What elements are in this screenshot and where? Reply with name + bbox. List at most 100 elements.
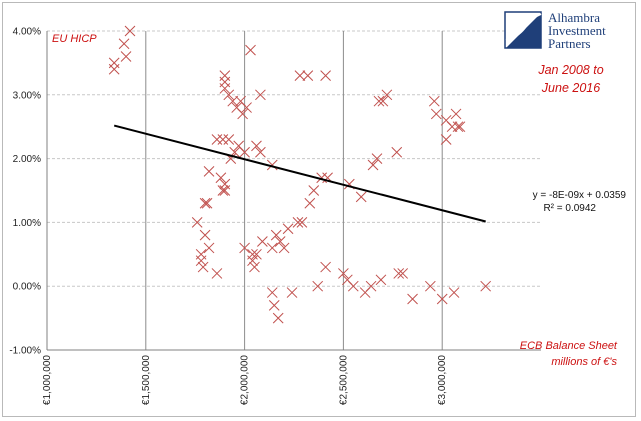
y-tick-labels: -1.00% 0.00% 1.00% 2.00% 3.00% 4.00%	[9, 27, 41, 357]
data-point	[266, 159, 278, 171]
data-point	[308, 185, 320, 196]
logo-line-3: Partners	[548, 36, 591, 51]
data-point	[120, 51, 132, 62]
x-tick-labels: €1,000,000 €1,500,000 €2,000,000 €2,500,000…	[42, 355, 448, 405]
data-point	[191, 217, 203, 228]
data-point	[241, 102, 252, 113]
data-point	[237, 108, 248, 120]
data-point	[266, 287, 278, 298]
data-point	[312, 280, 324, 292]
data-point	[251, 140, 262, 152]
data-point	[454, 121, 466, 133]
data-point	[247, 248, 258, 260]
data-point	[304, 197, 316, 209]
x-tick-label: €1,000,000	[42, 355, 53, 405]
data-point	[375, 274, 387, 286]
y-tick-label: 3.00%	[13, 90, 41, 101]
data-point	[249, 261, 260, 273]
data-point	[282, 223, 294, 235]
data-point	[270, 229, 282, 241]
y-tick-label: 2.00%	[13, 154, 41, 165]
data-point	[407, 293, 418, 305]
logo-line-1: Alhambra	[548, 10, 600, 25]
data-point	[274, 236, 286, 247]
data-point	[286, 287, 298, 298]
x-tick-label: €1,500,000	[141, 355, 152, 405]
x-axis-label-line-2: millions of €'s	[551, 356, 617, 368]
data-point	[219, 70, 231, 82]
data-point	[446, 121, 458, 133]
y-tick-label: 1.00%	[13, 218, 41, 229]
data-point	[217, 134, 229, 145]
x-axis-label-line-1: ECB Balance Sheet	[520, 340, 618, 352]
data-point	[199, 197, 211, 209]
data-point	[195, 248, 207, 260]
data-point	[381, 89, 393, 101]
data-point	[428, 95, 440, 107]
data-point	[268, 299, 280, 311]
data-point	[217, 185, 229, 196]
data-point	[197, 261, 209, 273]
data-point	[393, 268, 405, 279]
data-point	[302, 70, 314, 82]
alhambra-logo-icon	[504, 11, 542, 49]
data-point	[377, 95, 389, 107]
trendline-r-squared: R² = 0.0942	[543, 203, 596, 214]
data-point	[124, 25, 136, 37]
data-point	[355, 191, 367, 203]
data-point	[239, 242, 250, 254]
chart-subtitle-line-1: Jan 2008 to	[537, 63, 603, 77]
trendline-equation: y = -8E-09x + 0.0359	[533, 190, 627, 201]
chart-frame	[2, 2, 636, 417]
data-point	[436, 293, 448, 305]
data-point	[480, 280, 492, 292]
data-point	[227, 95, 239, 107]
trendline	[113, 124, 486, 223]
data-point	[347, 280, 359, 292]
data-point	[211, 268, 223, 279]
data-point	[320, 70, 331, 82]
data-point	[338, 268, 349, 279]
data-point	[255, 89, 266, 101]
logo-line-2: Investment	[548, 23, 606, 38]
data-point	[371, 153, 383, 164]
data-point	[219, 178, 231, 190]
data-point	[223, 134, 235, 145]
data-point	[391, 146, 403, 158]
data-point	[373, 95, 385, 107]
data-point	[365, 280, 377, 292]
axes	[46, 31, 541, 351]
data-point	[278, 242, 290, 254]
data-point	[430, 108, 442, 120]
data-point	[448, 287, 460, 298]
y-tick-label: 0.00%	[13, 282, 41, 293]
data-point	[450, 108, 462, 120]
data-point	[199, 229, 211, 241]
data-point	[257, 236, 268, 247]
chart-title: EU HICP	[52, 33, 97, 45]
x-tick-label: €3,000,000	[437, 355, 448, 405]
gridlines	[46, 30, 541, 351]
data-point	[215, 172, 227, 184]
data-point	[108, 57, 120, 69]
data-point	[397, 268, 409, 279]
data-point	[266, 242, 278, 254]
data-point	[118, 38, 130, 50]
data-point	[316, 172, 328, 184]
chart-subtitle-line-2: June 2016	[541, 81, 600, 95]
data-point	[203, 166, 215, 177]
y-tick-label: 4.00%	[13, 27, 41, 38]
data-point	[440, 134, 452, 145]
data-point	[292, 217, 304, 228]
data-point	[251, 248, 262, 260]
x-tick-label: €2,500,000	[338, 355, 349, 405]
x-tick-label: €2,000,000	[240, 355, 251, 405]
data-point	[223, 89, 235, 101]
data-point	[245, 44, 256, 56]
data-point	[239, 146, 250, 158]
data-point	[294, 70, 306, 82]
data-point	[320, 261, 331, 273]
data-point	[255, 146, 266, 158]
data-point	[211, 134, 223, 145]
